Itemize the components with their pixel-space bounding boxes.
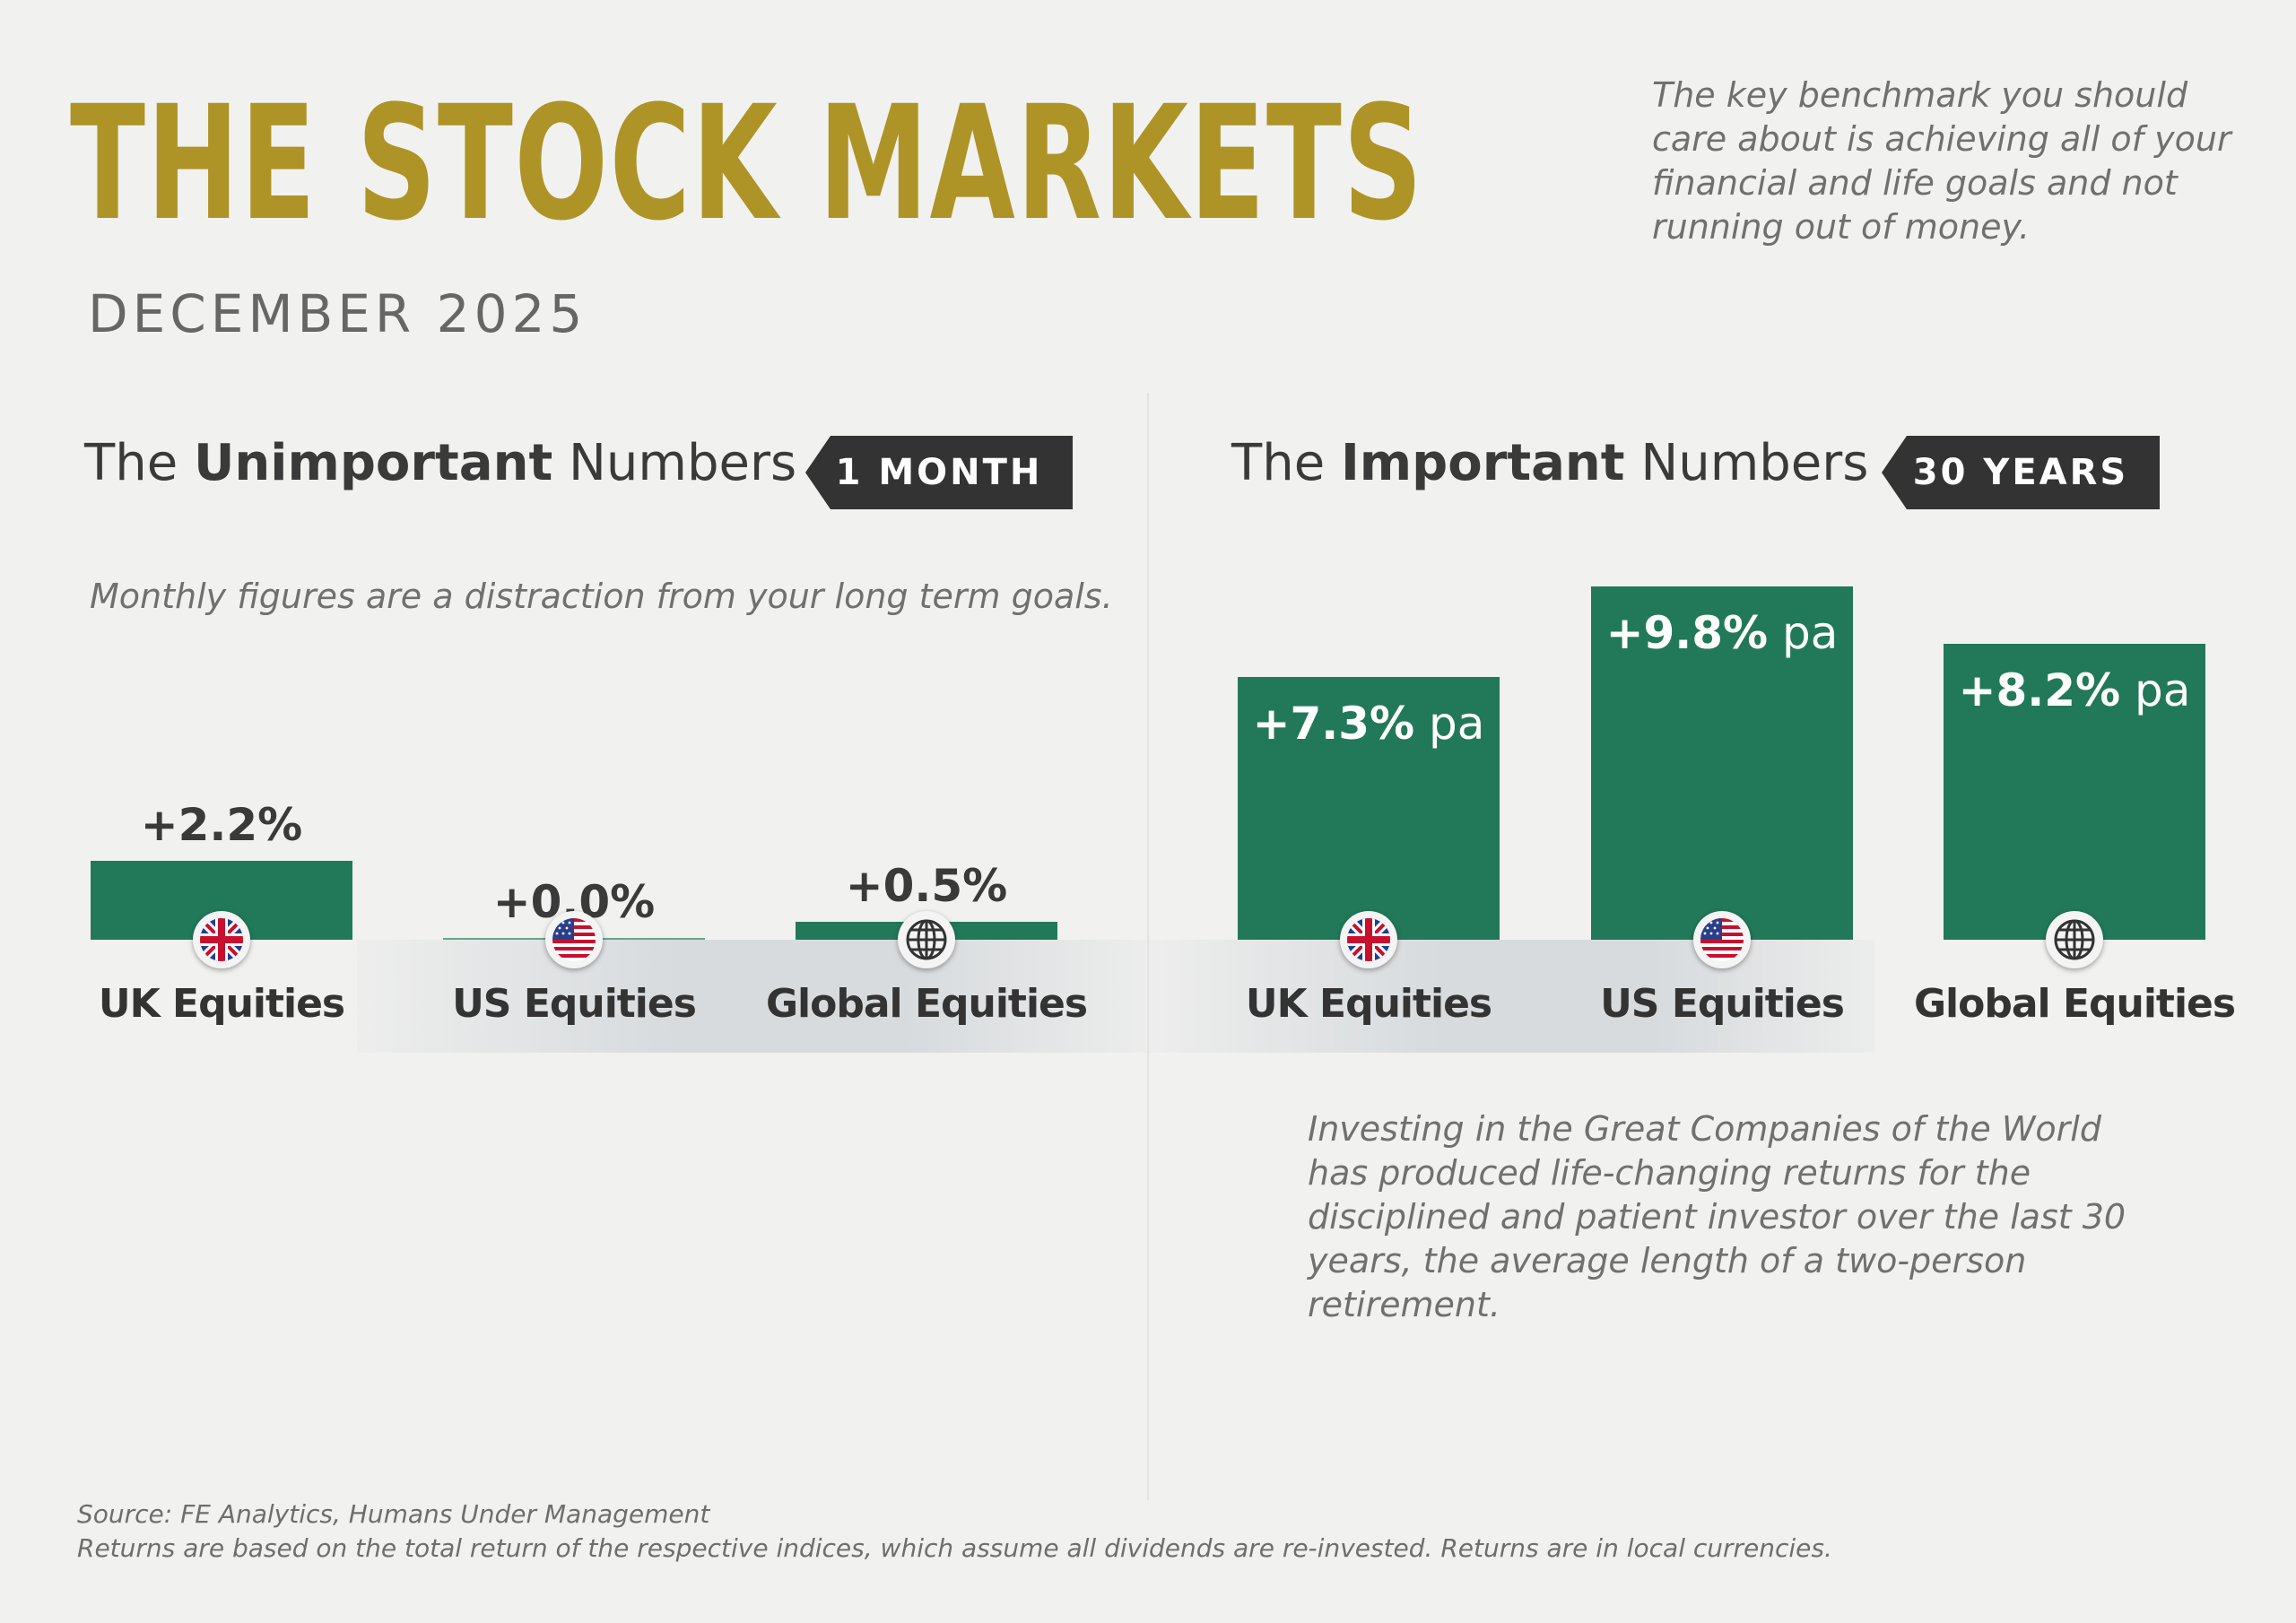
long-term-category-label-1: US Equities <box>1600 981 1845 1027</box>
value-number: +0.5% <box>845 860 1008 912</box>
intro-text: The key benchmark you should care about … <box>1652 75 2231 247</box>
long-term-bar-0 <box>1238 676 1500 940</box>
value-unit: pa <box>2120 664 2191 717</box>
short-term-category-label-1: US Equities <box>452 981 697 1027</box>
long-term-category-label-0: UK Equities <box>1245 981 1492 1027</box>
page-title: THE STOCK MARKETS <box>70 72 1424 256</box>
short-term-category-label-2: Global Equities <box>765 981 1088 1027</box>
value-unit: pa <box>1768 607 1839 660</box>
long-term-value-label-0: +7.3% pa <box>1189 697 1548 751</box>
right-period-badge: 30 YEARS <box>1882 436 2160 509</box>
us-flag-icon <box>545 911 603 968</box>
long-term-category-label-2: Global Equities <box>1913 981 2236 1027</box>
value-number: +2.2% <box>140 799 303 851</box>
us-flag-icon <box>1693 911 1751 968</box>
long-term-bar-1 <box>1591 586 1853 940</box>
left-section-title: The Unimportant Numbers <box>84 434 797 492</box>
short-term-category-label-0: UK Equities <box>98 981 345 1027</box>
right-label-band <box>1148 940 1874 1053</box>
uk-flag-icon <box>1340 911 1397 968</box>
page-subtitle: DECEMBER 2025 <box>88 283 587 344</box>
short-term-value-label-2: +0.5% <box>747 859 1106 913</box>
long-term-value-label-1: +9.8% pa <box>1543 606 1901 660</box>
long-term-bar-2 <box>1944 644 2205 940</box>
value-number: +8.2% <box>1958 664 2121 717</box>
right-section-title: The Important Numbers <box>1231 434 1869 492</box>
left-period-badge: 1 MONTH <box>805 436 1073 509</box>
long-term-value-label-2: +8.2% pa <box>1895 664 2254 717</box>
left-label-band <box>357 940 1146 1053</box>
left-note: Monthly figures are a distraction from y… <box>90 577 1113 616</box>
value-number: +7.3% <box>1252 697 1415 750</box>
right-note: Investing in the Great Companies of the … <box>1308 1109 2126 1324</box>
footer-disclaimer: Returns are based on the total return of… <box>77 1533 1832 1563</box>
globe-icon <box>2046 911 2103 968</box>
value-unit: pa <box>1414 697 1485 750</box>
uk-flag-icon <box>193 911 250 968</box>
globe-icon <box>898 911 955 968</box>
footer-source: Source: FE Analytics, Humans Under Manag… <box>77 1499 710 1529</box>
short-term-value-label-0: +2.2% <box>42 798 401 852</box>
value-number: +9.8% <box>1605 607 1769 660</box>
